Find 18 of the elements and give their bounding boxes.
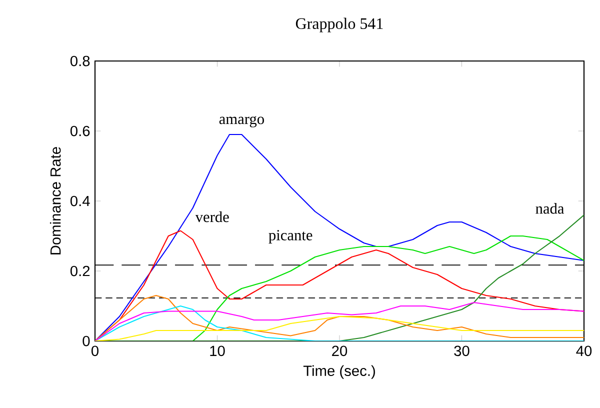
chart-title: Grappolo 541 — [296, 18, 383, 32]
annotation: verde — [195, 211, 229, 222]
y-tick-label: 0.2 — [70, 266, 90, 276]
annotation: picante — [268, 230, 312, 244]
y-tick-label: 0.4 — [70, 196, 90, 206]
y-tick-label: 0.8 — [70, 56, 90, 66]
y-axis-title: Dominance Rate — [50, 147, 61, 254]
line-series — [95, 134, 584, 341]
x-tick-label: 30 — [454, 346, 470, 356]
y-tick-label: 0.6 — [70, 126, 90, 136]
annotation: nada — [536, 202, 564, 214]
x-tick-label: 10 — [210, 346, 225, 356]
x-tick-label: 0 — [91, 346, 98, 356]
x-tick-label: 20 — [332, 346, 348, 356]
annotation: amargo — [219, 116, 264, 128]
x-axis-title: Time (sec.) — [303, 365, 375, 379]
y-tick-label: 0 — [82, 336, 90, 346]
x-tick-label: 40 — [576, 346, 592, 356]
